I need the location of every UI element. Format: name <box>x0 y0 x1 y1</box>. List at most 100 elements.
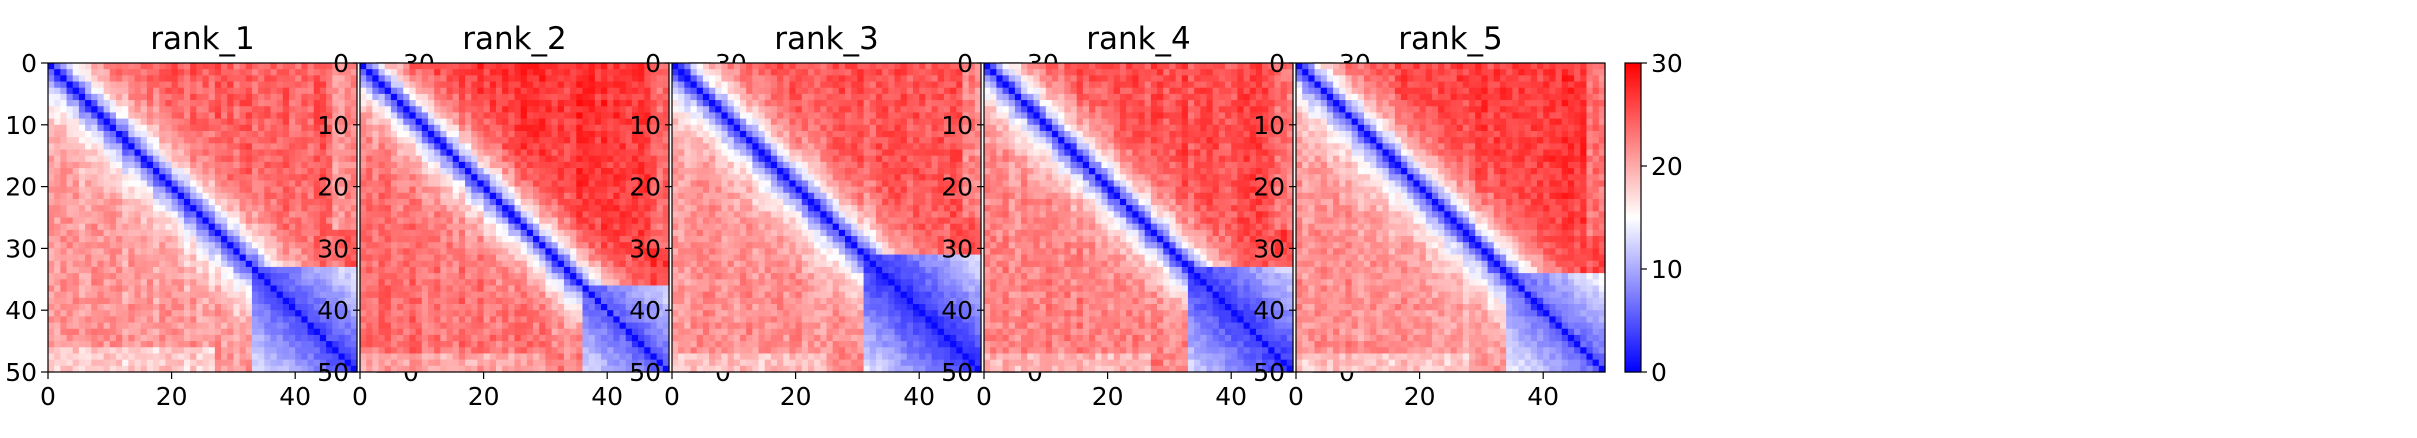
heatmap-cell <box>97 211 105 219</box>
heatmap-cell <box>421 112 429 120</box>
heatmap-cell <box>233 211 241 219</box>
heatmap-cell <box>91 310 99 317</box>
heatmap-cell <box>366 93 373 101</box>
heatmap-cell <box>471 186 479 194</box>
heatmap-cell <box>251 192 259 200</box>
heatmap-cell <box>78 359 86 367</box>
heatmap-cell <box>471 130 479 138</box>
heatmap-cell <box>526 75 534 83</box>
heatmap-cell <box>85 365 92 373</box>
heatmap-cell <box>91 266 99 274</box>
heatmap-cell <box>489 273 497 280</box>
heatmap-cell <box>631 100 639 107</box>
heatmap-cell <box>384 322 392 330</box>
heatmap-cell <box>378 229 386 237</box>
heatmap-cell <box>452 192 460 200</box>
heatmap-cell <box>91 106 99 114</box>
heatmap-cell <box>403 347 411 355</box>
heatmap-cell <box>372 322 380 330</box>
heatmap-cell <box>656 304 664 311</box>
heatmap-cell <box>594 81 602 89</box>
heatmap-cell <box>122 87 129 95</box>
heatmap-cell <box>471 69 479 76</box>
heatmap-cell <box>508 304 516 311</box>
heatmap-cell <box>177 310 185 317</box>
heatmap-cell <box>650 155 658 163</box>
heatmap-cell <box>301 322 309 330</box>
heatmap-cell <box>60 297 68 305</box>
heatmap-cell <box>276 130 284 138</box>
heatmap-cell <box>221 353 228 361</box>
heatmap-cell <box>258 347 265 355</box>
heatmap-cell <box>276 93 284 101</box>
heatmap-cell <box>103 81 111 89</box>
heatmap-cell <box>60 248 68 256</box>
heatmap-cell <box>97 69 105 76</box>
heatmap-cell <box>471 168 479 175</box>
heatmap-cell <box>146 192 154 200</box>
heatmap-cell <box>427 254 435 262</box>
heatmap-cell <box>403 69 411 76</box>
heatmap-cell <box>128 353 136 361</box>
heatmap-cell <box>332 149 340 157</box>
heatmap-cell <box>245 242 253 249</box>
heatmap-cell <box>465 155 472 163</box>
heatmap-cell <box>644 87 652 95</box>
heatmap-cell <box>128 93 136 101</box>
heatmap-cell <box>115 273 123 280</box>
heatmap-cell <box>183 168 191 175</box>
heatmap-cell <box>619 155 627 163</box>
heatmap-cell <box>613 87 621 95</box>
heatmap-cell <box>140 186 148 194</box>
heatmap-cell <box>276 291 284 299</box>
heatmap-cell <box>489 112 497 120</box>
heatmap-cell <box>526 279 534 287</box>
heatmap-cell <box>183 100 191 107</box>
heatmap-cell <box>409 291 417 299</box>
heatmap-cell <box>307 118 315 126</box>
heatmap-cell <box>344 316 352 324</box>
heatmap-cell <box>520 143 528 151</box>
heatmap-cell <box>434 124 441 132</box>
heatmap-cell <box>115 254 123 262</box>
heatmap-cell <box>390 180 398 188</box>
heatmap-cell <box>465 168 472 175</box>
heatmap-cell <box>97 81 105 89</box>
heatmap-cell <box>97 266 105 274</box>
heatmap-cell <box>270 365 278 373</box>
heatmap-cell <box>338 266 346 274</box>
heatmap-cell <box>91 161 99 169</box>
heatmap-cell <box>452 205 460 212</box>
heatmap-cell <box>390 260 398 268</box>
heatmap-cell <box>72 192 80 200</box>
heatmap-cell <box>109 260 117 268</box>
heatmap-cell <box>177 254 185 262</box>
heatmap-cell <box>153 186 160 194</box>
heatmap-cell <box>332 100 340 107</box>
heatmap-cell <box>520 168 528 175</box>
heatmap-cell <box>159 155 167 163</box>
heatmap-cell <box>196 75 204 83</box>
heatmap-cell <box>526 161 534 169</box>
heatmap-cell <box>85 186 92 194</box>
heatmap-cell <box>613 279 621 287</box>
heatmap-cell <box>644 137 652 144</box>
heatmap-cell <box>533 236 540 243</box>
heatmap-cell <box>415 217 423 225</box>
heatmap-cell <box>563 273 571 280</box>
heatmap-cell <box>103 347 111 355</box>
heatmap-cell <box>177 242 185 249</box>
heatmap-cell <box>415 93 423 101</box>
heatmap-cell <box>344 273 352 280</box>
heatmap-cell <box>360 137 367 144</box>
heatmap-cell <box>458 205 466 212</box>
heatmap-cell <box>196 130 204 138</box>
heatmap-cell <box>619 63 627 70</box>
heatmap-cell <box>190 100 197 107</box>
heatmap-cell <box>526 217 534 225</box>
heatmap-cell <box>245 124 253 132</box>
heatmap-cell <box>276 322 284 330</box>
heatmap-cell <box>177 180 185 188</box>
heatmap-cell <box>146 69 154 76</box>
heatmap-cell <box>576 137 584 144</box>
